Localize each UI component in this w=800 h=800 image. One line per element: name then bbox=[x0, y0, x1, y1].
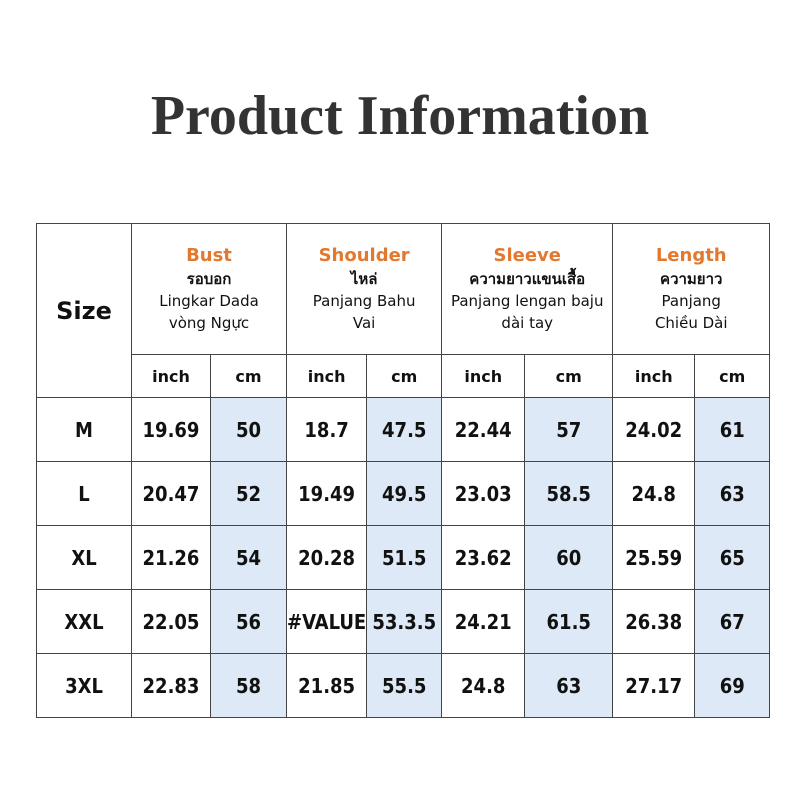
cm-cell: 58.5 bbox=[524, 461, 614, 526]
unit-header: inch bbox=[441, 354, 526, 398]
unit-header: cm bbox=[210, 354, 287, 398]
size-chart-table: Size Bust รอบอก Lingkar Dada vòng Ngực Shou… bbox=[36, 223, 771, 718]
cm-cell: 58 bbox=[210, 653, 287, 718]
inch-cell: 23.62 bbox=[441, 525, 526, 590]
unit-header: inch bbox=[285, 354, 368, 398]
cm-cell: 61.5 bbox=[524, 589, 614, 654]
inch-cell: 22.05 bbox=[131, 589, 211, 654]
inch-cell: 22.44 bbox=[441, 397, 526, 462]
inch-cell: 24.21 bbox=[441, 589, 526, 654]
size-header: Size bbox=[36, 223, 132, 398]
inch-cell: 22.83 bbox=[131, 653, 211, 718]
inch-cell: 24.8 bbox=[612, 461, 696, 526]
cm-cell: 56 bbox=[210, 589, 287, 654]
unit-header: cm bbox=[524, 354, 614, 398]
table-row: XXL 22.05 56 #VALUE 53.3.5 24.21 61.5 26.38 67 bbox=[36, 589, 771, 654]
cm-cell: 61 bbox=[694, 397, 771, 462]
size-cell: M bbox=[36, 397, 132, 462]
page-title: Product Information bbox=[150, 85, 650, 147]
inch-cell: 26.38 bbox=[612, 589, 696, 654]
inch-cell: 19.69 bbox=[131, 397, 211, 462]
size-cell: 3XL bbox=[36, 653, 132, 718]
cm-cell: 69 bbox=[694, 653, 771, 718]
unit-header: cm bbox=[366, 354, 443, 398]
header-length: Length ความยาว Panjang Chiều Dài bbox=[612, 223, 771, 355]
cm-cell: 60 bbox=[524, 525, 614, 590]
unit-header: inch bbox=[131, 354, 211, 398]
table-row: L 20.47 52 19.49 49.5 23.03 58.5 24.8 63 bbox=[36, 461, 771, 526]
cm-cell: 51.5 bbox=[366, 525, 443, 590]
header-bust: Bust รอบอก Lingkar Dada vòng Ngực bbox=[131, 223, 287, 355]
inch-cell: 23.03 bbox=[441, 461, 526, 526]
cm-cell: 49.5 bbox=[366, 461, 443, 526]
size-cell: XXL bbox=[36, 589, 132, 654]
inch-cell: 18.7 bbox=[285, 397, 368, 462]
cm-cell: 63 bbox=[694, 461, 771, 526]
inch-cell: 20.28 bbox=[285, 525, 368, 590]
table-row: M 19.69 50 18.7 47.5 22.44 57 24.02 61 bbox=[36, 397, 771, 462]
cm-cell: 63 bbox=[524, 653, 614, 718]
size-cell: L bbox=[36, 461, 132, 526]
unit-header: cm bbox=[694, 354, 771, 398]
size-cell: XL bbox=[36, 525, 132, 590]
inch-cell: 24.02 bbox=[612, 397, 696, 462]
inch-cell: 24.8 bbox=[441, 653, 526, 718]
inch-cell: 21.85 bbox=[285, 653, 368, 718]
inch-cell: 27.17 bbox=[612, 653, 696, 718]
inch-cell: #VALUE bbox=[285, 589, 368, 654]
cm-cell: 57 bbox=[524, 397, 614, 462]
inch-cell: 20.47 bbox=[131, 461, 211, 526]
header-sleeve: Sleeve ความยาวแขนเสื้อ Panjang lengan baju… bbox=[441, 223, 614, 355]
cm-cell: 47.5 bbox=[366, 397, 443, 462]
header-shoulder: Shoulder ไหล่ Panjang Bahu Vai bbox=[285, 223, 443, 355]
cm-cell: 54 bbox=[210, 525, 287, 590]
cm-cell: 65 bbox=[694, 525, 771, 590]
table-row: 3XL 22.83 58 21.85 55.5 24.8 63 27.17 69 bbox=[36, 653, 771, 718]
cm-cell: 67 bbox=[694, 589, 771, 654]
cm-cell: 53.3.5 bbox=[366, 589, 443, 654]
cm-cell: 52 bbox=[210, 461, 287, 526]
cm-cell: 55.5 bbox=[366, 653, 443, 718]
inch-cell: 21.26 bbox=[131, 525, 211, 590]
cm-cell: 50 bbox=[210, 397, 287, 462]
unit-header: inch bbox=[612, 354, 696, 398]
inch-cell: 25.59 bbox=[612, 525, 696, 590]
inch-cell: 19.49 bbox=[285, 461, 368, 526]
table-row: XL 21.26 54 20.28 51.5 23.62 60 25.59 65 bbox=[36, 525, 771, 590]
